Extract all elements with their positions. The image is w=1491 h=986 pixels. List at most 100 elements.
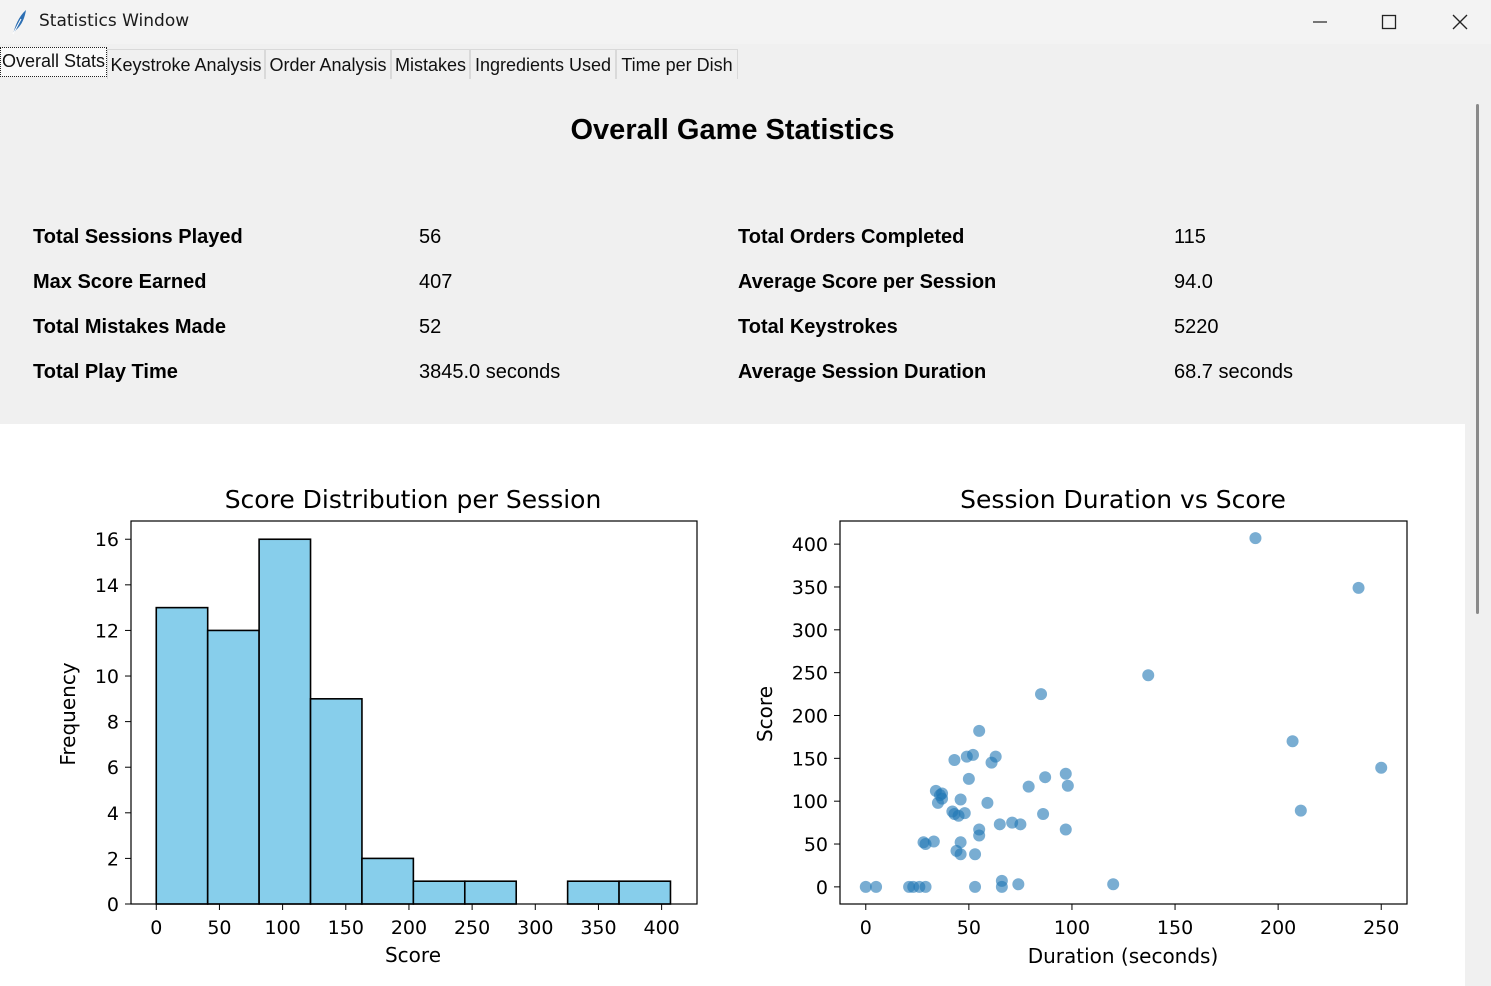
stat-label-max-score: Max Score Earned — [33, 271, 207, 293]
histogram-ytick-label: 4 — [107, 803, 119, 825]
stat-value-max-score: 407 — [419, 271, 453, 293]
histogram-ytick-label: 16 — [95, 529, 119, 551]
scatter-point — [993, 818, 1006, 831]
tab-keystroke-analysis[interactable]: Keystroke Analysis — [107, 49, 265, 79]
histogram-xlabel: Score — [385, 943, 441, 967]
stat-value-total-orders: 115 — [1174, 226, 1206, 248]
scatter-point — [1014, 818, 1027, 831]
minimize-button[interactable] — [1297, 0, 1343, 44]
stat-value-total-play-time: 3845.0 seconds — [419, 361, 561, 383]
scatter-xtick-label: 150 — [1157, 917, 1193, 939]
histogram-ytick-label: 12 — [95, 620, 119, 642]
stat-label-average-duration: Average Session Duration — [738, 361, 987, 383]
scatter-ytick-label: 250 — [792, 663, 828, 685]
scatter-ytick-label: 0 — [816, 877, 828, 899]
window-title: Statistics Window — [39, 11, 190, 31]
scatter-point — [1061, 779, 1074, 792]
histogram-xtick-label: 0 — [150, 917, 162, 939]
page-title: Overall Game Statistics — [570, 114, 895, 146]
stat-value-total-sessions: 56 — [419, 226, 442, 248]
feather-icon — [12, 10, 26, 35]
scatter-ytick-label: 150 — [792, 748, 828, 770]
histogram-ytick-label: 8 — [107, 712, 119, 734]
histogram-bar — [566, 880, 620, 905]
plot-canvas: Score Distribution per Session Score Fre… — [0, 424, 1465, 986]
title-bar: Statistics Window — [0, 0, 1491, 44]
scatter-point — [1142, 669, 1155, 682]
histogram-xtick-label: 50 — [207, 917, 231, 939]
maximize-button[interactable] — [1366, 0, 1412, 44]
scatter-point — [995, 874, 1008, 887]
scatter-ylabel: Score — [753, 686, 777, 742]
histogram-bar — [258, 538, 312, 905]
histogram-xtick-label: 300 — [517, 917, 553, 939]
scatter-title: Session Duration vs Score — [960, 485, 1286, 514]
histogram-xtick-label: 250 — [454, 917, 490, 939]
scatter-point — [960, 750, 973, 763]
minimize-icon — [1313, 21, 1327, 23]
scatter-ytick-label: 400 — [792, 534, 828, 556]
vertical-scrollbar[interactable] — [1465, 80, 1491, 986]
scatter-point — [859, 880, 872, 893]
scatter-point — [1012, 878, 1025, 891]
tab-order-analysis[interactable]: Order Analysis — [265, 49, 391, 79]
scatter-point — [969, 880, 982, 893]
histogram-title: Score Distribution per Session — [225, 485, 602, 514]
histogram-bar — [463, 880, 518, 905]
close-icon — [1452, 14, 1468, 30]
stat-value-average-score: 94.0 — [1174, 271, 1213, 293]
scatter-point — [954, 848, 967, 861]
scatter-point — [1107, 878, 1120, 891]
tab-time-per-dish[interactable]: Time per Dish — [616, 49, 738, 79]
scatter-xtick-label: 200 — [1260, 917, 1296, 939]
scatter-point — [989, 750, 1002, 763]
scatter-xtick-label: 0 — [860, 917, 872, 939]
stat-value-average-duration: 68.7 seconds — [1174, 361, 1293, 383]
scatter-point — [927, 835, 940, 848]
overall-stats-panel: Overall Game Statistics Total Sessions P… — [0, 80, 1465, 424]
stat-value-total-mistakes: 52 — [419, 316, 442, 338]
stat-label-total-orders: Total Orders Completed — [738, 226, 965, 248]
notebook-tabs: Overall Stats Keystroke Analysis Order A… — [0, 46, 1491, 81]
scatter-point — [1352, 581, 1365, 594]
scatter-point — [1375, 761, 1388, 774]
scatter-point — [954, 836, 967, 849]
scatter-point — [1022, 780, 1035, 793]
tab-overall-stats[interactable]: Overall Stats — [0, 47, 107, 77]
scatter-point — [1286, 735, 1299, 748]
close-button[interactable] — [1437, 0, 1483, 44]
histogram-xtick-label: 200 — [391, 917, 427, 939]
tab-ingredients-used[interactable]: Ingredients Used — [470, 49, 616, 79]
histogram-ytick-label: 14 — [95, 575, 119, 597]
stat-label-total-play-time: Total Play Time — [33, 361, 178, 383]
scatter-point — [870, 880, 883, 893]
scatter-point — [1059, 823, 1072, 836]
histogram-bar — [361, 857, 415, 905]
charts-svg: Score Distribution per Session Score Fre… — [56, 485, 1408, 968]
scatter-ytick-label: 200 — [792, 705, 828, 727]
histogram-bar — [309, 698, 363, 905]
histogram-bar — [412, 880, 466, 905]
scatter-ytick-label: 100 — [792, 791, 828, 813]
scatter-point — [969, 848, 982, 861]
histogram-xtick-label: 150 — [328, 917, 364, 939]
scatter-axes-frame — [839, 520, 1408, 905]
histogram-bar — [206, 629, 260, 905]
stat-label-total-sessions: Total Sessions Played — [33, 226, 243, 248]
scatter-point — [1294, 804, 1307, 817]
scatter-point — [962, 772, 975, 785]
stat-label-total-mistakes: Total Mistakes Made — [33, 316, 227, 338]
scrollbar-thumb[interactable] — [1476, 104, 1479, 614]
scatter-point — [1059, 767, 1072, 780]
histogram-ylabel: Frequency — [56, 662, 80, 765]
scatter-point — [1035, 688, 1048, 701]
tab-mistakes[interactable]: Mistakes — [391, 49, 470, 79]
scatter-point — [958, 807, 971, 820]
histogram-xtick-label: 350 — [580, 917, 616, 939]
histogram-ytick-label: 10 — [95, 666, 119, 688]
scatter-point — [1039, 771, 1052, 784]
histogram-axes-frame — [130, 520, 698, 905]
histogram-bar — [618, 880, 672, 905]
stat-value-total-keystrokes: 5220 — [1174, 316, 1219, 338]
scatter-ytick-label: 50 — [804, 834, 828, 856]
